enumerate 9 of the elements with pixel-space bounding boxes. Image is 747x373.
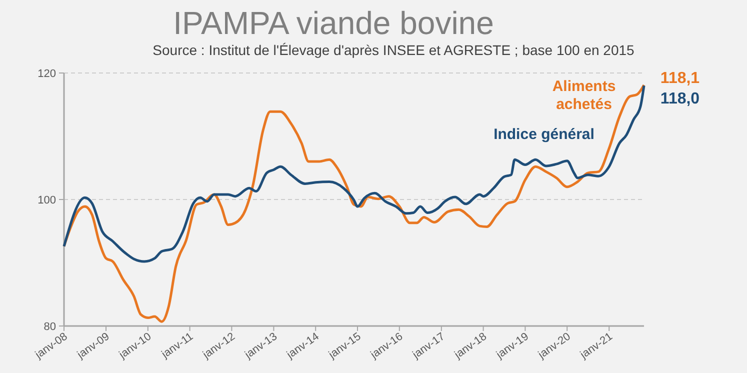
data-label: 118,0 xyxy=(660,90,700,108)
series-label: Indice général xyxy=(494,126,594,143)
y-tick-label: 120 xyxy=(38,68,56,80)
y-tick-label: 100 xyxy=(38,194,56,206)
data-label: 118,1 xyxy=(660,70,700,88)
y-tick-label: 80 xyxy=(44,320,56,333)
series-label: Aliments achetés xyxy=(552,78,616,113)
chart-subtitle: Source : Institut de l'Élevage d'après INSEE et AGRESTE ; base 100 en 2015 xyxy=(152,42,635,58)
chart-title: IPAMPA viande bovine xyxy=(173,5,494,41)
